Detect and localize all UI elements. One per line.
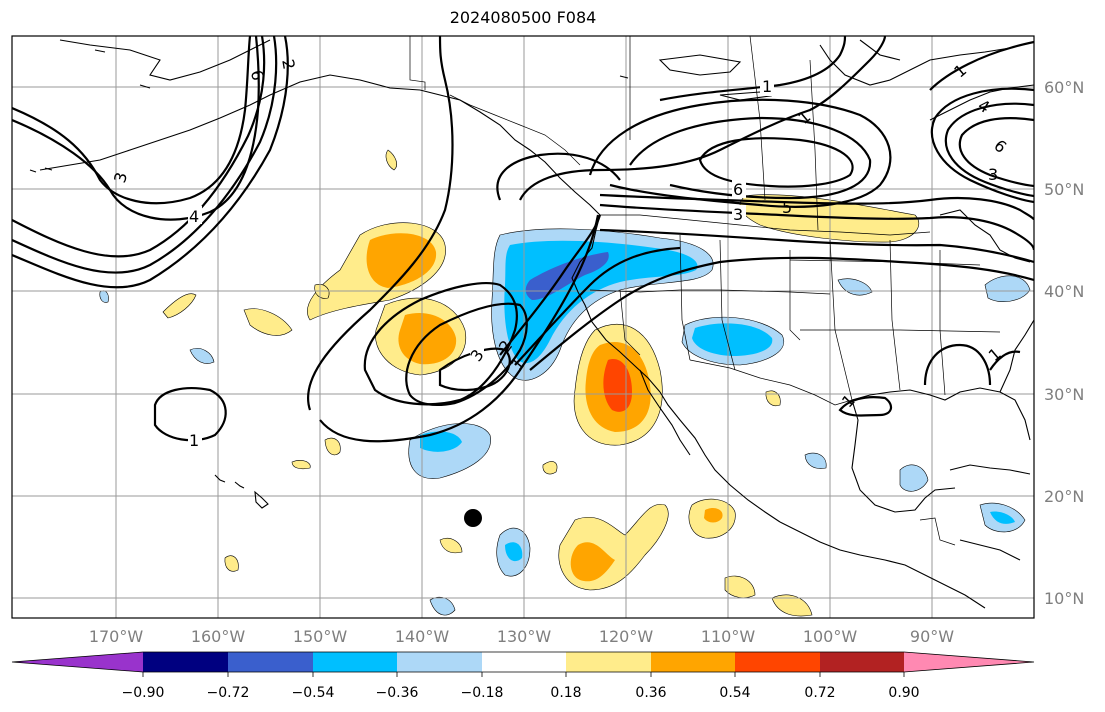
map-frame [11, 35, 1035, 619]
lon-label: 100°W [803, 627, 858, 646]
lat-label: 60°N [1044, 78, 1084, 97]
contour-label: 6 [247, 68, 268, 83]
lon-label: 140°W [395, 627, 450, 646]
positive-anomaly-region [542, 461, 558, 475]
positive-anomaly-region [162, 293, 197, 319]
contour-label: 1 [762, 77, 772, 96]
colorbar-segment [228, 652, 313, 672]
contour-label: 4 [189, 207, 199, 226]
contour-label: 3 [110, 170, 131, 185]
colorbar: −0.90 −0.72 −0.54 −0.36 −0.18 0.18 0.36 … [11, 651, 1035, 701]
negative-anomaly-region [984, 275, 1031, 303]
colorbar-tick-label: 0.18 [550, 685, 581, 701]
positive-anomaly-region [771, 594, 813, 617]
latitude-labels: 60°N 50°N 40°N 30°N 20°N 10°N [1044, 78, 1084, 608]
colorbar-segment [735, 652, 820, 672]
colorbar-tick-label: −0.90 [122, 685, 165, 701]
lat-label: 30°N [1044, 385, 1084, 404]
contour-label: 3 [733, 205, 743, 224]
positive-anomaly-region [324, 437, 341, 456]
lat-label: 10°N [1044, 589, 1084, 608]
colorbar-segment [143, 652, 228, 672]
colorbar-tick-label: 0.54 [719, 685, 750, 701]
contour-label: 3 [988, 165, 998, 184]
positive-anomaly-region [398, 312, 457, 365]
colorbar-tick-label: −0.54 [292, 685, 335, 701]
contour-label: 1 [189, 431, 199, 450]
colorbar-segment [397, 652, 482, 672]
negative-anomaly-region [692, 323, 773, 356]
colorbar-tick-label: −0.72 [207, 685, 250, 701]
positive-anomaly-region [439, 538, 463, 554]
colorbar-tick-label: 0.36 [635, 685, 666, 701]
lat-label: 50°N [1044, 180, 1084, 199]
colorbar-tick-label: 0.90 [888, 685, 919, 701]
lon-label: 130°W [497, 627, 552, 646]
lon-label: 150°W [293, 627, 348, 646]
lat-label: 40°N [1044, 282, 1084, 301]
negative-anomaly-region [429, 597, 456, 616]
lon-label: 120°W [599, 627, 654, 646]
colorbar-segment [313, 652, 397, 672]
contour-lines [12, 36, 1034, 443]
positive-anomaly-region [603, 359, 632, 412]
colorbar-segment [820, 652, 904, 672]
colorbar-segment [904, 652, 1034, 672]
borders [409, 36, 1001, 546]
negative-anomaly-region [899, 464, 929, 492]
positive-anomaly-region [704, 507, 723, 523]
contour-label: 2 [278, 58, 298, 71]
positive-anomaly-region [243, 308, 293, 336]
colorbar-segment [12, 652, 143, 672]
colorbar-segment [566, 652, 651, 672]
contour-label: 6 [733, 180, 743, 199]
lon-label: 170°W [89, 627, 144, 646]
graticule [12, 36, 1034, 618]
negative-anomaly-region [525, 252, 609, 300]
positive-anomaly-region [570, 542, 615, 582]
colorbar-tick-label: −0.18 [461, 685, 504, 701]
positive-anomaly-region [765, 390, 781, 407]
location-marker [464, 509, 482, 527]
lon-label: 160°W [191, 627, 246, 646]
longitude-labels: 170°W 160°W 150°W 140°W 130°W 120°W 110°… [89, 627, 954, 646]
negative-anomaly-region [990, 511, 1015, 524]
lat-label: 20°N [1044, 487, 1084, 506]
negative-anomaly-region [420, 431, 462, 452]
positive-anomaly-region [724, 575, 756, 599]
colorbar-tick-label: 0.72 [804, 685, 835, 701]
positive-anomaly-region [385, 149, 397, 171]
lon-label: 90°W [910, 627, 954, 646]
colorbar-segment [482, 652, 566, 672]
contour-label: 5 [782, 198, 792, 217]
negative-anomaly-region [804, 452, 827, 469]
positive-anomaly-region [366, 233, 437, 288]
negative-anomaly-region [189, 348, 215, 364]
positive-anomaly-region [291, 460, 311, 470]
colorbar-tick-label: −0.36 [376, 685, 419, 701]
map-title: 2024080500 F084 [449, 8, 597, 27]
shading-layer [99, 149, 1031, 617]
positive-anomaly-region [224, 555, 239, 572]
negative-anomaly-region [505, 542, 523, 562]
lon-label: 110°W [701, 627, 756, 646]
colorbar-segment [651, 652, 735, 672]
